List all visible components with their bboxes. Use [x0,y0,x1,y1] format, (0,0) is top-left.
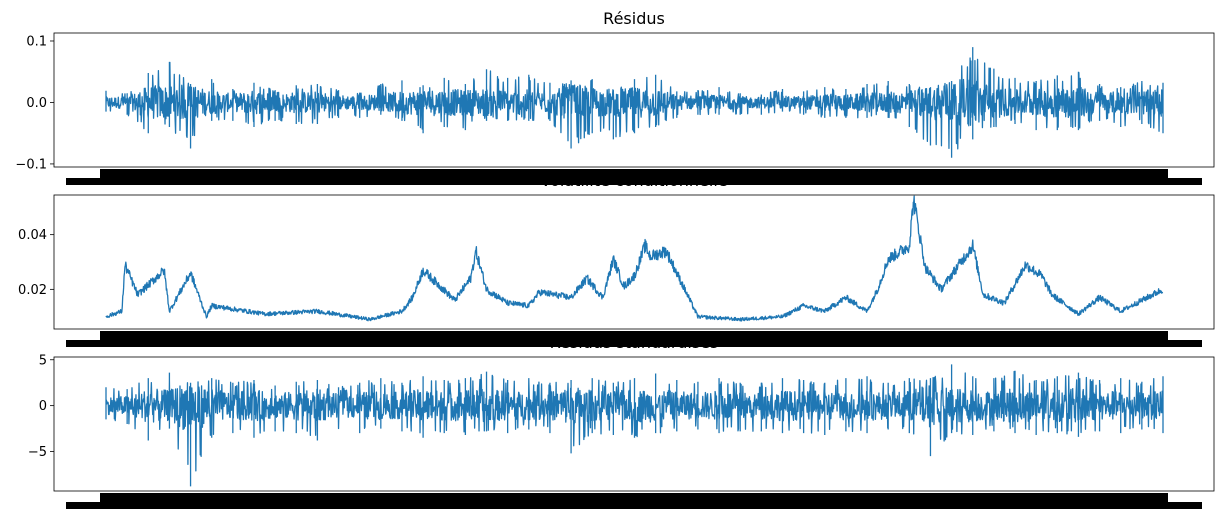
x-tick-label-band [100,331,1168,342]
y-tick-label: 0 [39,399,47,414]
axes-border [53,356,1215,492]
x-tick-label-band [100,493,1168,504]
y-tick-label: −0.1 [15,157,47,172]
x-tick-label-band [66,178,1202,185]
x-tick-labels-overplotted [66,331,1202,347]
panel-volatilite: 0.02 0.04 Volatilité conditionnelle [18,171,1215,347]
chart-title: Volatilité conditionnelle [540,171,727,190]
plot-area [105,364,1164,487]
y-tick-label: 0.04 [18,228,47,243]
panel-residus-standardises: −5 0 5 Résidus standardisés [28,333,1215,509]
plot-area [105,195,1164,322]
y-axis: 0.02 0.04 [18,228,54,298]
series-line [105,195,1164,322]
x-tick-label-band [66,502,1202,509]
y-axis: −5 0 5 [28,353,54,460]
chart-title: Résidus [603,9,665,28]
plot-area [105,47,1164,158]
chart-title: Résidus standardisés [550,333,719,352]
axes-border [53,194,1215,330]
x-tick-labels-overplotted [66,493,1202,509]
panel-residus: −0.1 0.0 0.1 Résidus [15,9,1215,185]
y-tick-label: 0.02 [18,283,47,298]
series-line [105,364,1164,487]
x-tick-labels-overplotted [66,169,1202,185]
series-line [105,47,1164,158]
axes-border [53,32,1215,168]
y-tick-label: 0.1 [26,34,47,49]
y-tick-label: 5 [39,353,47,368]
y-axis: −0.1 0.0 0.1 [15,34,54,172]
axes-frame [54,195,1214,329]
x-tick-label-band [100,169,1168,180]
y-tick-label: −5 [28,445,47,460]
y-tick-label: 0.0 [26,96,47,111]
x-tick-label-band [66,340,1202,347]
